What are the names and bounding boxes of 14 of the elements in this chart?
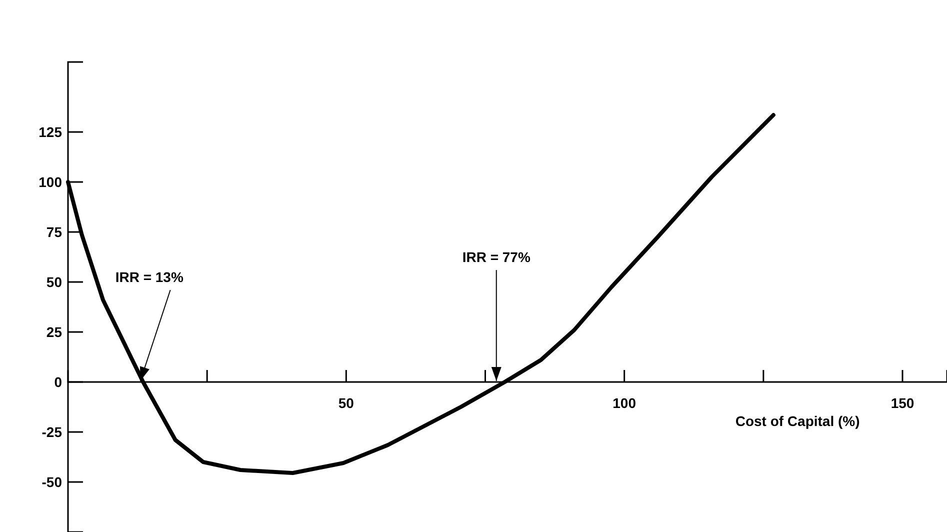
y-tick-label: 25: [46, 324, 62, 340]
y-tick-label: 100: [38, 174, 62, 190]
y-tick-label: -25: [42, 424, 62, 440]
y-tick-label: 50: [46, 274, 62, 290]
y-tick-label: 125: [38, 124, 62, 140]
annotation: IRR = 77%: [462, 249, 531, 265]
x-tick-label: 50: [338, 395, 354, 411]
x-tick-label: 150: [890, 395, 914, 411]
y-tick-label: -50: [42, 474, 62, 490]
y-tick-label: 75: [46, 224, 62, 240]
y-tick-label: 0: [54, 374, 62, 390]
x-axis-title: Cost of Capital (%): [735, 413, 860, 429]
annotation: IRR = 13%: [115, 269, 184, 285]
x-tick-label: 100: [612, 395, 636, 411]
